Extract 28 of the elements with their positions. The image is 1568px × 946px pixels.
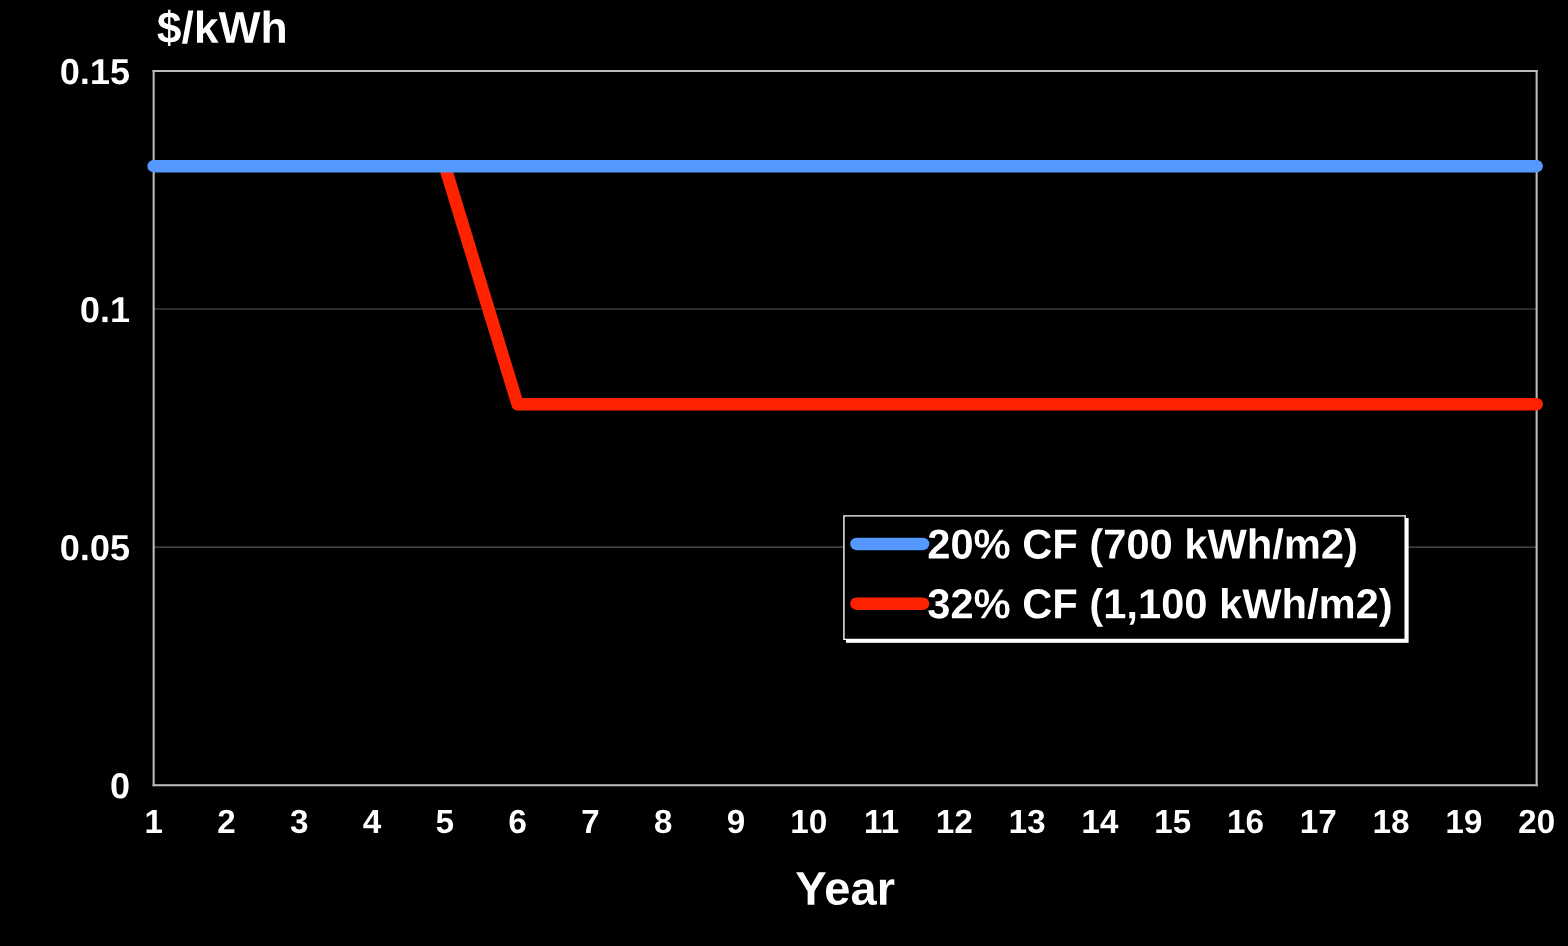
x-axis-title: Year	[796, 872, 895, 906]
x-tick-label: 17	[1301, 810, 1336, 833]
x-tick-label: 20	[1519, 809, 1554, 834]
x-tick-label: 18	[1374, 809, 1409, 834]
y-axis-title: $/kWh	[157, 9, 285, 47]
legend-label: 20% CF (700 kWh/m2)	[928, 528, 1356, 568]
x-tick-label: 8	[654, 809, 672, 834]
legend-label: 32% CF (1,100 kWh/m2)	[928, 588, 1391, 627]
x-tick-label: 6	[509, 809, 526, 834]
x-tick-label: 14	[1083, 810, 1119, 833]
x-tick-label: 5	[436, 810, 454, 834]
x-tick-label: 15	[1156, 810, 1191, 834]
x-tick-label: 1	[146, 810, 163, 833]
y-tick-label: 0.15	[61, 58, 130, 85]
x-tick-label: 16	[1229, 809, 1263, 834]
x-tick-label: 19	[1447, 809, 1482, 834]
x-tick-label: 2	[218, 809, 235, 833]
x-tick-label: 10	[792, 809, 826, 834]
x-tick-label: 3	[290, 809, 308, 834]
x-tick-label: 11	[866, 810, 899, 833]
x-tick-label: 4	[363, 810, 382, 833]
y-tick-label: 0.05	[61, 534, 130, 561]
x-tick-label: 9	[727, 809, 744, 834]
x-tick-label: 12	[937, 809, 972, 833]
y-tick-label: 0.1	[81, 296, 130, 323]
x-tick-label: 13	[1010, 809, 1045, 834]
y-tick-label: 0	[111, 773, 129, 799]
x-tick-label: 7	[582, 810, 599, 833]
